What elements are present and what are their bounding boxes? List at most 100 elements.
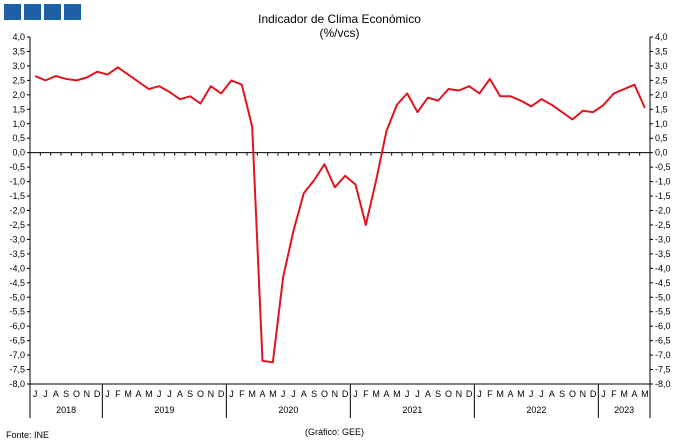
x-month-label: O <box>445 389 452 399</box>
left-y-tick-label: 4,0 <box>12 32 25 42</box>
x-month-label: S <box>435 389 441 399</box>
x-month-label: J <box>167 389 172 399</box>
left-y-tick-label: -3,0 <box>9 234 25 244</box>
x-month-label: D <box>342 389 349 399</box>
x-month-label: A <box>259 389 265 399</box>
x-month-label: M <box>269 389 277 399</box>
x-month-label: J <box>415 389 420 399</box>
x-month-label: S <box>187 389 193 399</box>
x-month-label: J <box>405 389 410 399</box>
x-month-label: F <box>611 389 617 399</box>
source-note: Fonte: INE <box>6 430 50 440</box>
x-month-label: N <box>208 389 215 399</box>
left-y-tick-label: 3,0 <box>12 61 25 71</box>
x-month-label: O <box>73 389 80 399</box>
left-y-tick-label: 2,5 <box>12 75 25 85</box>
x-month-label: A <box>53 389 59 399</box>
x-month-label: S <box>559 389 565 399</box>
x-month-label: D <box>218 389 225 399</box>
right-y-tick-label: -1,0 <box>655 177 671 187</box>
x-month-label: M <box>517 389 525 399</box>
x-month-label: J <box>281 389 286 399</box>
right-y-tick-label: -2,0 <box>655 206 671 216</box>
left-y-tick-label: -1,5 <box>9 191 25 201</box>
right-y-tick-label: 1,5 <box>655 104 668 114</box>
x-month-label: F <box>363 389 369 399</box>
left-y-tick-label: -8,0 <box>9 379 25 389</box>
left-y-tick-label: -5,0 <box>9 292 25 302</box>
left-y-tick-label: -7,5 <box>9 365 25 375</box>
x-month-label: N <box>580 389 587 399</box>
left-y-tick-label: 3,5 <box>12 46 25 56</box>
right-y-tick-label: -6,0 <box>655 321 671 331</box>
x-month-label: D <box>94 389 101 399</box>
right-y-tick-label: 4,0 <box>655 32 668 42</box>
x-month-label: A <box>425 389 431 399</box>
x-month-label: J <box>105 389 110 399</box>
x-month-label: D <box>466 389 473 399</box>
right-y-tick-label: 3,5 <box>655 46 668 56</box>
x-month-label: J <box>43 389 48 399</box>
left-y-tick-label: -0,5 <box>9 162 25 172</box>
x-month-label: N <box>84 389 91 399</box>
x-month-label: F <box>115 389 121 399</box>
right-y-tick-label: 1,0 <box>655 119 668 129</box>
x-month-label: J <box>529 389 534 399</box>
left-y-tick-label: -4,5 <box>9 278 25 288</box>
x-year-label: 2023 <box>614 405 634 415</box>
x-year-label: 2018 <box>56 405 76 415</box>
x-month-label: A <box>177 389 183 399</box>
left-y-tick-label: -3,5 <box>9 249 25 259</box>
x-month-label: D <box>590 389 597 399</box>
right-y-tick-label: 2,0 <box>655 90 668 100</box>
x-year-label: 2021 <box>402 405 422 415</box>
x-month-label: M <box>372 389 380 399</box>
x-month-label: O <box>321 389 328 399</box>
right-y-tick-label: -3,5 <box>655 249 671 259</box>
x-month-label: J <box>229 389 234 399</box>
right-y-tick-label: -8,0 <box>655 379 671 389</box>
x-year-label: 2020 <box>278 405 298 415</box>
chart-heading: Indicador de Clima Económico (%/vcs) <box>0 12 679 40</box>
x-month-label: O <box>569 389 576 399</box>
chart-title: Indicador de Clima Económico <box>258 12 421 26</box>
right-y-tick-label: 2,5 <box>655 75 668 85</box>
x-month-label: M <box>393 389 401 399</box>
gee-logo <box>4 4 81 20</box>
x-month-label: M <box>248 389 256 399</box>
x-month-label: J <box>601 389 606 399</box>
x-month-label: A <box>507 389 513 399</box>
logo-square <box>64 4 81 20</box>
right-y-tick-label: -6,5 <box>655 336 671 346</box>
x-month-label: S <box>311 389 317 399</box>
left-y-tick-label: -5,5 <box>9 307 25 317</box>
right-y-tick-label: -4,5 <box>655 278 671 288</box>
x-month-label: J <box>33 389 38 399</box>
right-y-tick-label: 3,0 <box>655 61 668 71</box>
left-y-tick-label: 1,5 <box>12 104 25 114</box>
left-y-tick-label: -6,5 <box>9 336 25 346</box>
right-y-tick-label: -5,5 <box>655 307 671 317</box>
left-y-tick-label: 0,0 <box>12 148 25 158</box>
left-y-tick-label: -6,0 <box>9 321 25 331</box>
series-line-clima-economico <box>34 66 646 364</box>
x-month-label: O <box>197 389 204 399</box>
x-month-label: N <box>456 389 463 399</box>
x-month-label: M <box>641 389 649 399</box>
right-y-tick-label: -4,0 <box>655 263 671 273</box>
x-month-label: J <box>291 389 296 399</box>
x-month-label: A <box>383 389 389 399</box>
left-y-tick-label: -2,5 <box>9 220 25 230</box>
x-month-label: N <box>332 389 339 399</box>
x-month-label: M <box>496 389 504 399</box>
x-month-label: S <box>63 389 69 399</box>
right-y-tick-label: -7,5 <box>655 365 671 375</box>
right-y-tick-label: -1,5 <box>655 191 671 201</box>
right-y-tick-label: -0,5 <box>655 162 671 172</box>
logo-square <box>4 4 21 20</box>
left-y-tick-label: 1,0 <box>12 119 25 129</box>
x-month-label: F <box>487 389 493 399</box>
x-month-label: J <box>477 389 482 399</box>
right-y-tick-label: -2,5 <box>655 220 671 230</box>
